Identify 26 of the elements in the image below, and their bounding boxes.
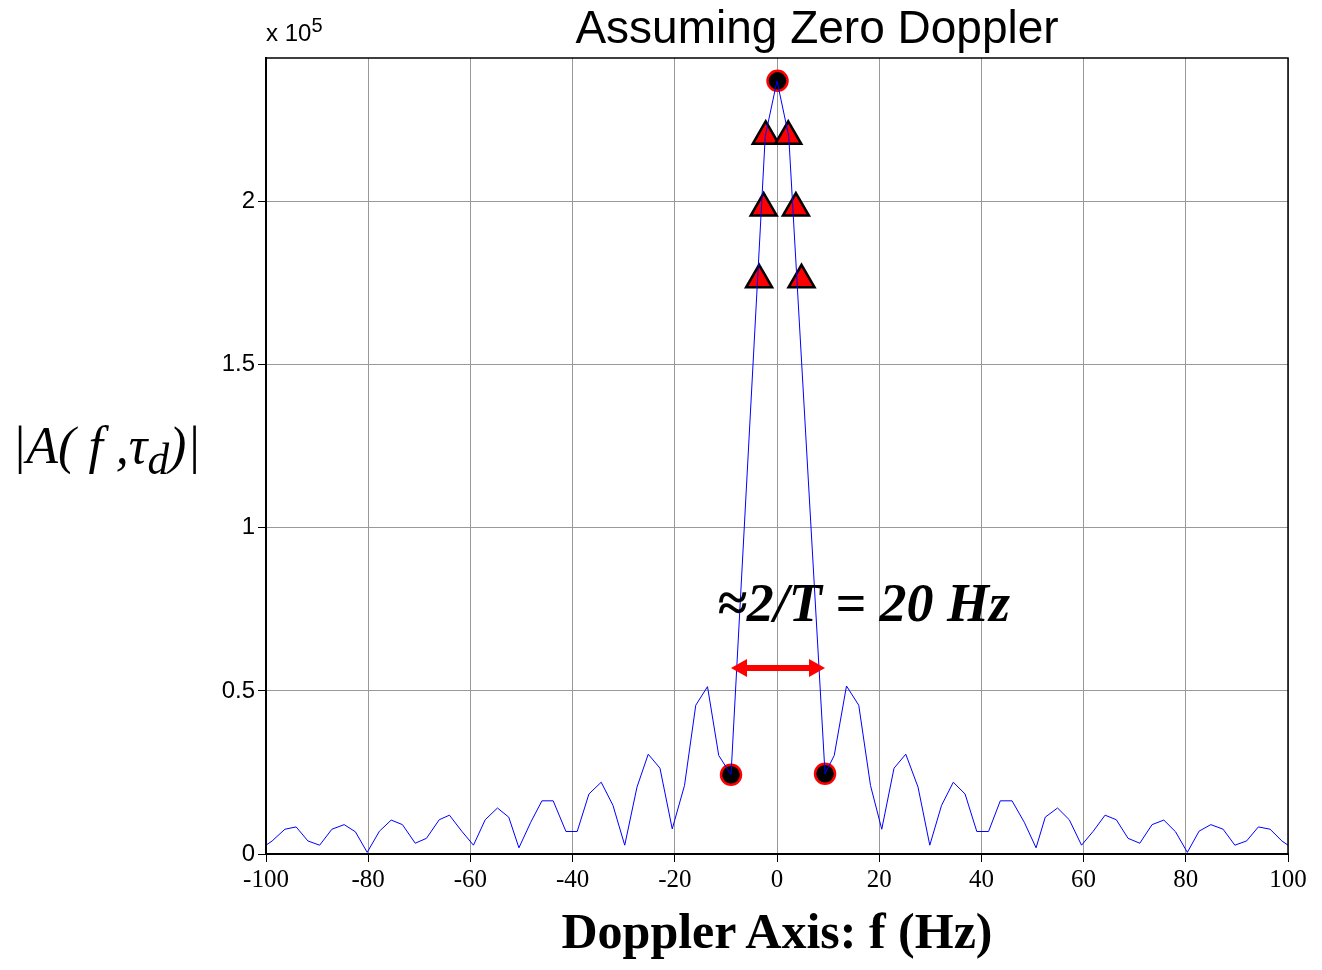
x-axis-title: Doppler Axis: f (Hz): [560, 902, 994, 960]
x-tick-label: -100: [243, 864, 289, 892]
x-tick-label: 80: [1173, 864, 1199, 892]
y-tick-label: 1.5: [221, 349, 255, 377]
point: [813, 762, 837, 785]
point: [787, 263, 816, 289]
x-tick-label: -20: [658, 864, 692, 892]
point: [719, 763, 743, 786]
y-tick-label: 0.5: [221, 675, 255, 703]
y-tick-label: 1: [241, 512, 255, 540]
x-tick-label: 100: [1269, 864, 1307, 892]
y-tick-label: 2: [241, 186, 255, 214]
y-tick-label: 0: [241, 838, 255, 866]
point: [749, 191, 778, 217]
x-tick-label: 60: [1071, 864, 1097, 892]
chart-title: Assuming Zero Doppler: [575, 1, 1059, 53]
y-axis-title: |A( f ,τ$_{d}$)|: [12, 416, 201, 485]
text: x 10$^{5}$: [266, 14, 323, 47]
x-tick-label: 0: [770, 864, 784, 892]
x-tick-label: -60: [453, 864, 488, 892]
x-tick-label: 20: [866, 864, 892, 892]
x-tick-label: 40: [968, 864, 994, 892]
x-tick-label: -80: [351, 864, 385, 892]
point: [781, 191, 811, 217]
x-tick-label: -40: [555, 864, 590, 892]
point: [744, 263, 774, 289]
